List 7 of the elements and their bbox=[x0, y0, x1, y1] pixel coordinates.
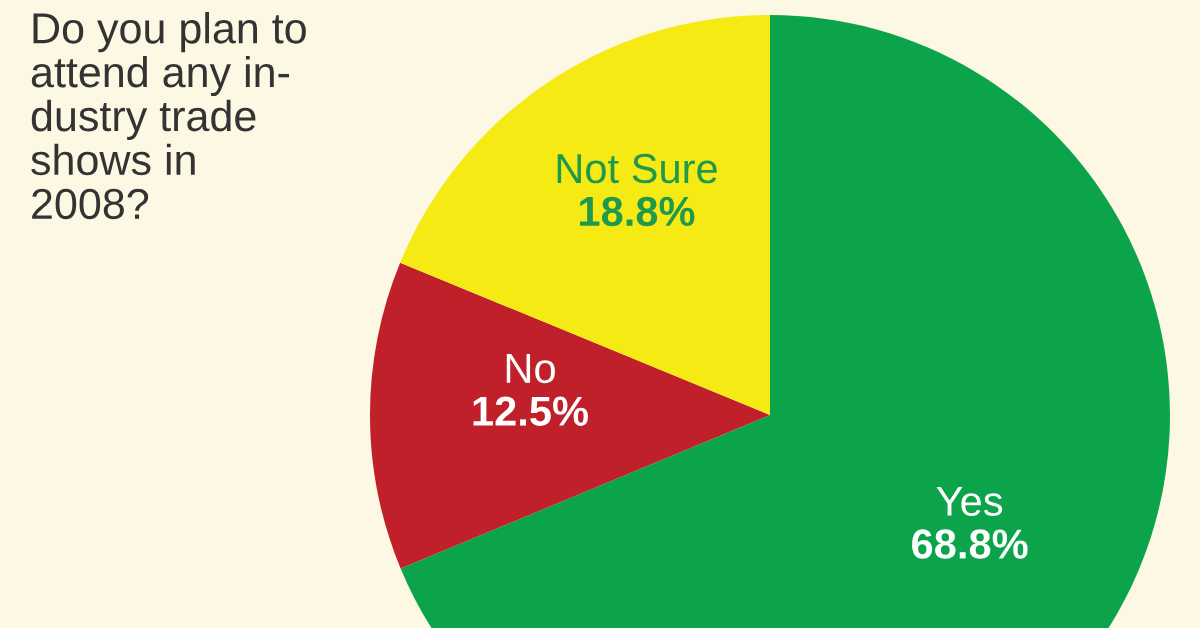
slice-label: Yes bbox=[936, 486, 1003, 516]
data-label: 68.8% bbox=[912, 529, 1028, 559]
slice-label: Not Sure bbox=[557, 153, 717, 184]
data-label: 18.8% bbox=[580, 196, 695, 227]
slice-label: No bbox=[506, 354, 555, 384]
text: Do you plan to attend any in- dustry trade shows in 2008? bbox=[31, 12, 306, 220]
data-label: 12.5% bbox=[473, 396, 588, 426]
